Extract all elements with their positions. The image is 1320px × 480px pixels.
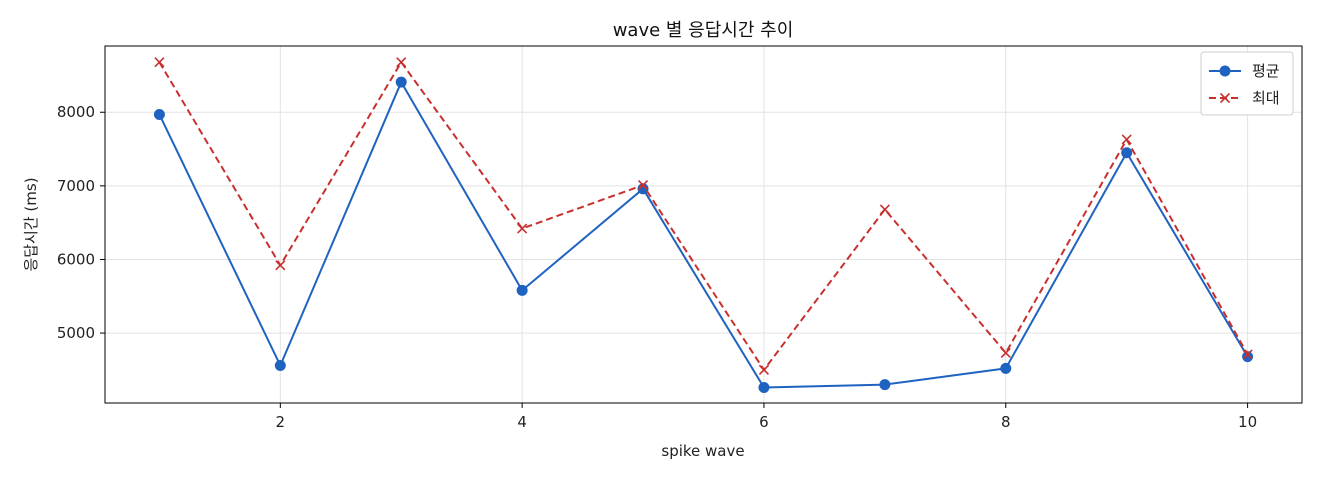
y-tick-label: 8000 (57, 103, 95, 121)
y-axis-ticks: 5000 6000 7000 8000 (57, 103, 105, 342)
series-maximum-point (1242, 349, 1253, 360)
y-tick-label: 6000 (57, 250, 95, 268)
x-tick-label: 4 (517, 413, 527, 431)
series-average-point (516, 284, 528, 296)
plot-area-frame (104, 45, 1303, 404)
x-tick-label: 8 (1001, 413, 1011, 431)
grid-lines (105, 46, 1302, 403)
series-maximum-point (275, 260, 286, 271)
series-maximum-line (158, 61, 1249, 371)
series-average-point (274, 359, 286, 371)
series-maximum-point (396, 57, 407, 68)
x-axis-title: spike wave (661, 442, 744, 460)
legend-marker (1219, 92, 1231, 104)
series-maximum-point (517, 223, 528, 234)
series-maximum-point (637, 180, 649, 191)
x-axis-ticks: 2 4 6 8 10 (276, 403, 1257, 431)
x-tick-label: 10 (1238, 413, 1257, 431)
series-average-line (158, 81, 1249, 389)
series-maximum-point (154, 57, 165, 68)
series-average-point (153, 108, 165, 120)
series-average-point (1000, 362, 1012, 374)
y-axis-title: 응답시간 (ms) (22, 177, 40, 271)
y-tick-label: 7000 (57, 177, 95, 195)
series-maximum (154, 57, 1253, 375)
series-maximum-point (758, 364, 770, 375)
series-maximum-point (879, 204, 890, 215)
series-average-point (758, 382, 770, 394)
legend-label: 평균 (1252, 62, 1280, 80)
series-average-point (1121, 147, 1133, 159)
series-average (153, 76, 1254, 394)
legend-item-average: 평균 (1209, 62, 1280, 80)
series-maximum-point (1121, 134, 1132, 145)
series-maximum-point (1000, 347, 1011, 359)
x-tick-label: 6 (759, 413, 769, 431)
legend-marker (1219, 65, 1231, 77)
series-average-point (879, 379, 891, 391)
y-tick-label: 5000 (57, 324, 95, 342)
chart-title: wave 별 응답시간 추이 (613, 20, 794, 41)
series-average-point (1242, 351, 1254, 363)
x-tick-label: 2 (276, 413, 286, 431)
legend-item-maximum: 최대 (1209, 89, 1280, 107)
legend-label: 최대 (1252, 89, 1280, 107)
series-average-point (395, 76, 407, 88)
series-layer (153, 57, 1254, 394)
